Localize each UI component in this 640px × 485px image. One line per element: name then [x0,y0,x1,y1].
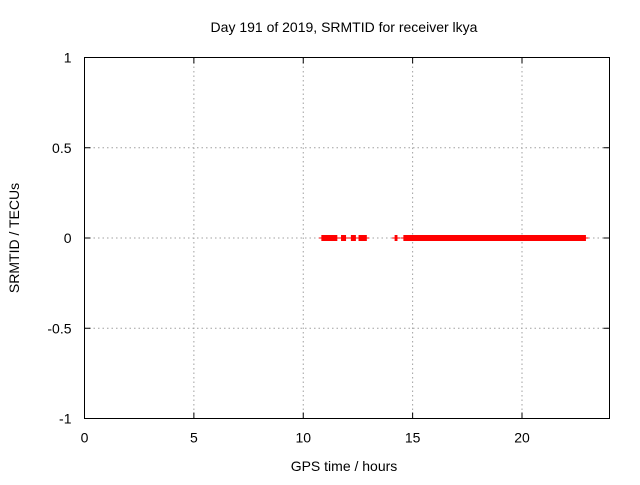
ticks-layer [84,57,610,419]
x-tick-label: 20 [514,430,530,446]
data-point [342,235,349,241]
data-marks [318,235,589,241]
x-tick-label: 15 [405,430,421,446]
x-axis-label: GPS time / hours [291,458,398,474]
data-point [363,235,370,241]
x-tick-label: 5 [190,430,198,446]
x-tick-labels: 0 5 10 15 20 [81,430,530,446]
y-tick-label: 0 [64,230,72,246]
y-tick-labels: -1 -0.5 0 0.5 1 [47,50,71,427]
y-axis-label: SRMTID / TECUs [6,183,22,293]
y-tick-label: 1 [64,50,72,66]
chart-title: Day 191 of 2019, SRMTID for receiver lky… [211,19,478,35]
data-point [582,235,589,241]
y-tick-label: 0.5 [52,140,72,156]
x-tick-label: 0 [81,430,89,446]
x-tick-label: 10 [295,430,311,446]
y-tick-label: -1 [59,411,72,427]
data-point [393,235,400,241]
y-tick-label: -0.5 [47,320,71,336]
